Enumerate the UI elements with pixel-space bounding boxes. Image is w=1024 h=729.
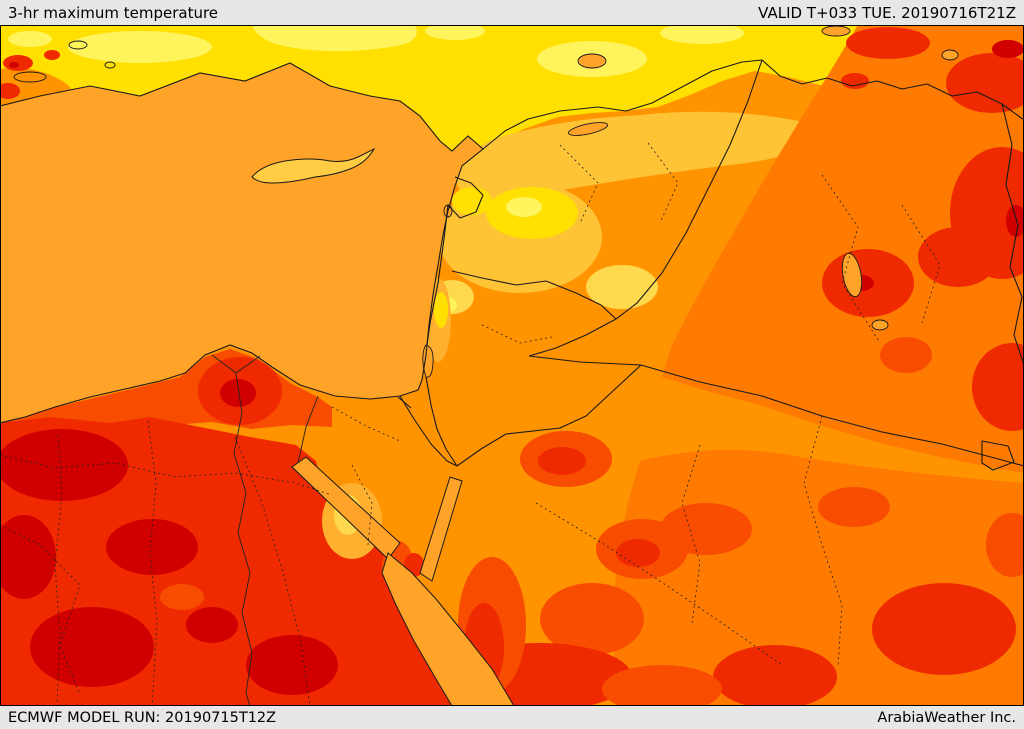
product-title: 3-hr maximum temperature [8, 3, 219, 22]
valid-time-label: VALID T+033 TUE. 20190716T21Z [758, 3, 1016, 22]
islands [13, 40, 116, 83]
lake-tharthar [841, 252, 863, 298]
cyprus-island [251, 147, 376, 184]
footer-bar: ECMWF MODEL RUN: 20190715T12Z ArabiaWeat… [0, 706, 1024, 729]
admin-boundaries [0, 142, 941, 706]
gulf-of-aqaba [419, 476, 463, 582]
mediterranean-sea [0, 63, 483, 423]
suez-canal [297, 395, 319, 464]
temperature-field [0, 25, 1024, 706]
lake-reservoir [821, 25, 851, 37]
lake-van [941, 49, 959, 61]
lake-assad [567, 122, 609, 136]
temperature-map [0, 25, 1024, 706]
rivers [211, 354, 319, 706]
lake-tuz [577, 53, 607, 69]
country-borders [397, 59, 1024, 471]
dead-sea [422, 344, 434, 378]
lake-habbaniyah [871, 319, 889, 331]
model-run-label: ECMWF MODEL RUN: 20190715T12Z [8, 709, 277, 726]
nile-river [233, 372, 253, 706]
coastline [0, 62, 484, 424]
sea [0, 63, 515, 706]
gulf-of-suez [291, 456, 401, 560]
nile-delta-branches [211, 354, 261, 374]
provider-label: ArabiaWeather Inc. [877, 709, 1016, 726]
header-bar: 3-hr maximum temperature VALID T+033 TUE… [0, 0, 1024, 25]
lakes [422, 25, 959, 378]
red-sea [381, 552, 515, 706]
